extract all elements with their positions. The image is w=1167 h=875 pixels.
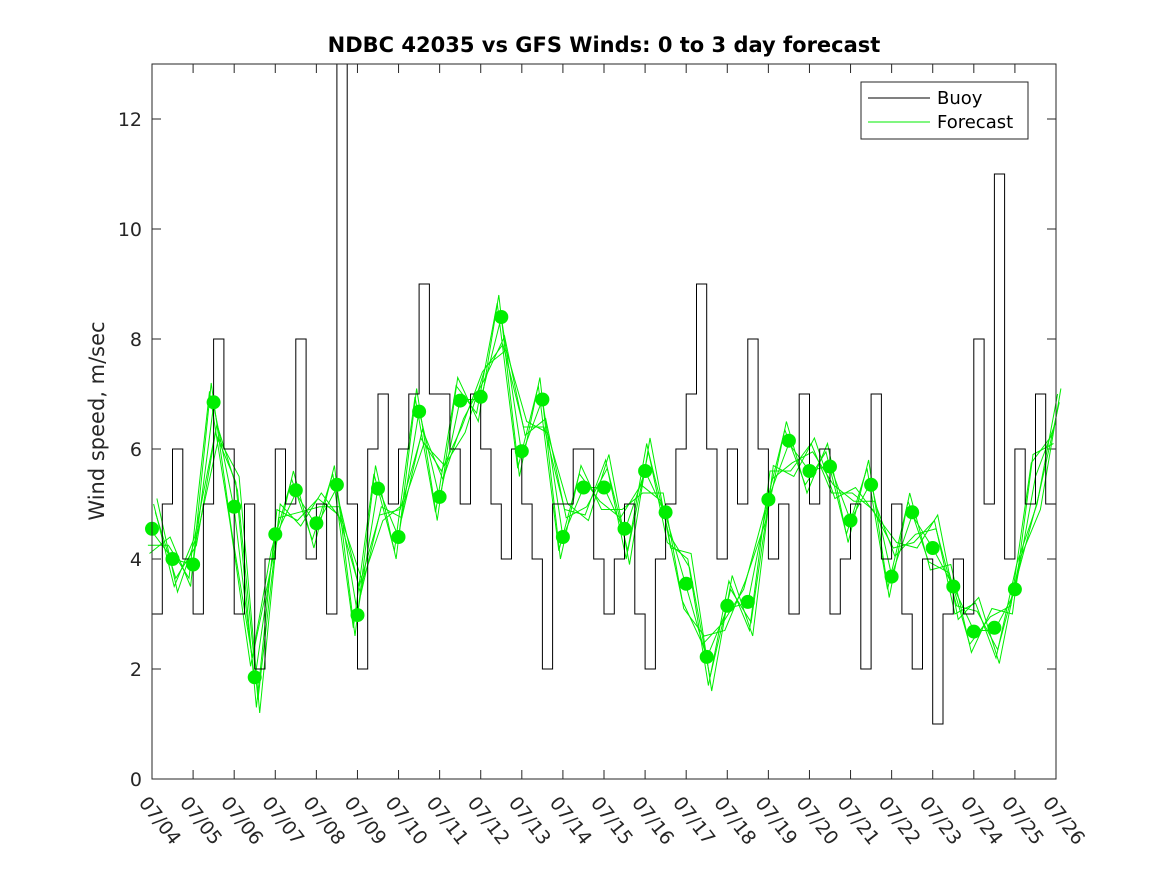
forecast-marker — [453, 393, 468, 408]
forecast-marker — [329, 477, 344, 492]
forecast-line — [147, 303, 1053, 667]
forecast-line — [156, 349, 1062, 714]
plot-area — [152, 64, 1056, 779]
forecast-marker — [658, 505, 673, 520]
forecast-marker — [864, 477, 879, 492]
forecast-marker — [576, 480, 591, 495]
legend-buoy-label: Buoy — [937, 88, 983, 109]
forecast-line — [149, 294, 1054, 659]
forecast-marker — [699, 649, 714, 664]
forecast-marker — [802, 464, 817, 478]
forecast-marker — [823, 459, 837, 474]
y-tick-label: 4 — [130, 549, 142, 571]
forecast-marker — [391, 530, 406, 544]
axes-box — [151, 63, 1057, 780]
forecast-marker — [494, 310, 509, 324]
forecast-marker — [432, 489, 447, 504]
forecast-marker — [288, 483, 303, 498]
legend-forecast-label: Forecast — [937, 112, 1013, 133]
forecast-marker — [473, 389, 488, 404]
buoy-line — [152, 63, 1057, 725]
forecast-marker — [514, 444, 529, 459]
forecast-marker — [350, 608, 365, 623]
legend: Buoy Forecast — [860, 81, 1029, 140]
y-tick-label: 2 — [130, 659, 142, 681]
forecast-line — [153, 343, 1059, 708]
forecast-marker — [412, 404, 427, 419]
y-tick-label: 6 — [130, 439, 142, 461]
y-tick-label: 12 — [118, 109, 142, 131]
forecast-marker — [946, 579, 961, 594]
forecast-marker — [371, 481, 385, 496]
forecast-marker — [165, 552, 180, 566]
forecast-marker — [535, 392, 550, 407]
forecast-marker — [781, 433, 796, 448]
forecast-marker — [966, 624, 981, 639]
forecast-marker — [720, 598, 735, 613]
forecast-marker — [186, 557, 201, 572]
forecast-marker — [638, 464, 653, 478]
forecast-marker — [761, 492, 776, 507]
forecast-marker — [555, 530, 570, 544]
y-axis-ticks: 0 2 4 6 8 10 12 — [118, 109, 1056, 791]
y-axis-label: Wind speed, m/sec — [85, 321, 109, 520]
y-tick-label: 0 — [130, 769, 142, 791]
forecast-marker — [905, 505, 920, 520]
forecast-marker — [247, 670, 262, 685]
legend-box — [860, 81, 1029, 140]
forecast-marker — [206, 395, 221, 410]
plot-content — [145, 63, 1062, 725]
forecast-marker — [884, 569, 899, 584]
forecast-marker — [597, 480, 611, 495]
forecast-marker — [268, 527, 283, 542]
forecast-marker — [740, 594, 755, 609]
forecast-marker — [987, 620, 1002, 635]
y-tick-label: 8 — [130, 329, 142, 351]
forecast-marker — [679, 576, 694, 591]
forecast-marker — [617, 521, 632, 536]
forecast-marker — [1007, 582, 1022, 597]
y-tick-label: 10 — [118, 219, 142, 241]
forecast-marker — [843, 513, 858, 528]
forecast-marker — [925, 541, 940, 555]
forecast-marker — [227, 499, 242, 514]
forecast-marker — [309, 516, 324, 531]
chart-title: NDBC 42035 vs GFS Winds: 0 to 3 day fore… — [328, 33, 881, 57]
